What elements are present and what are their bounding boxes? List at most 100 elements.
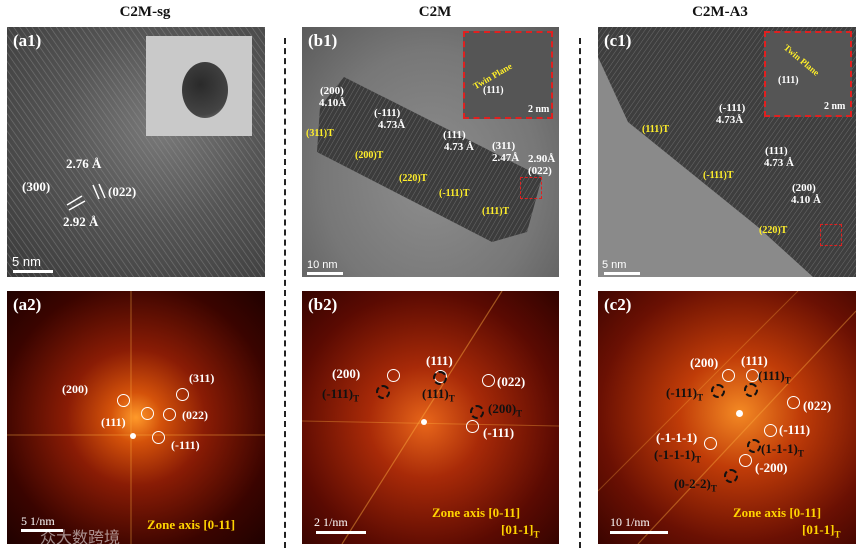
index-text: (-111) [322, 386, 354, 401]
index-label: (111) [101, 415, 126, 429]
inset-source-box [520, 177, 542, 199]
index-label: (022) [182, 408, 208, 422]
scale-label: 5 nm [12, 254, 41, 269]
scale-label: 10 nm [307, 259, 338, 271]
particle-inset [146, 36, 252, 136]
panel-c1-tem: Twin Plane (111) 2 nm (c1) (-111) 4.73Å … [598, 27, 856, 277]
column-title-b: C2M [418, 4, 452, 20]
plane-label: (311) [492, 140, 516, 152]
plane-label: (111) [443, 129, 466, 141]
panel-b2-fft: (b2) (200) (111) (022) (-111) (-111)T (1… [302, 291, 559, 544]
index-label: (-111) [483, 425, 515, 440]
diffraction-spot [736, 410, 743, 417]
spot-marker [387, 369, 400, 382]
d-spacing-label: 2.92 Å [63, 214, 99, 229]
plane-label: (-111) [374, 107, 401, 119]
twin-plane-label: (111)T [482, 206, 510, 217]
index-text: (-1-1-1) [654, 447, 696, 462]
panel-a2-fft: (a2) (200) (311) (111) (022) (-111) 5 1/… [7, 291, 265, 544]
twin-plane-label: (-111)T [703, 170, 734, 181]
plane-label: (022) [108, 184, 137, 199]
fft-streaks [302, 291, 559, 544]
d-spacing-label: 4.10Å [319, 97, 347, 109]
inset-source-box [820, 224, 842, 246]
d-spacing-label: 4.73 Å [764, 157, 794, 169]
d-spacing-label: 2.90Å [528, 153, 556, 165]
twin-subscript: T [695, 454, 702, 465]
column-title-c: C2M-A3 [692, 4, 748, 20]
twin-spot-marker [711, 384, 725, 398]
d-spacing-label: 2.76 Å [66, 156, 102, 171]
twin-plane-label: (311)T [306, 128, 334, 139]
index-text: (200) [488, 401, 517, 416]
spot-marker [482, 374, 495, 387]
d-spacing-label: 2.47Å [492, 152, 520, 164]
panel-label: (c2) [604, 295, 632, 314]
d-spacing-label: 4.73Å [378, 119, 406, 131]
plane-label: (111) [778, 75, 799, 86]
twin-spot-marker [724, 469, 738, 483]
twin-index-label: (1-1-1)T [761, 441, 804, 459]
twin-spot-marker [744, 383, 758, 397]
spot-marker [466, 420, 479, 433]
scale-label: 5 nm [602, 259, 627, 271]
twin-plane-label: (-111)T [439, 188, 470, 199]
column-divider-2 [579, 38, 581, 548]
index-text: (-111) [666, 385, 698, 400]
zone-axis-label: Zone axis [0-11] [733, 505, 822, 520]
index-label: (022) [497, 374, 526, 389]
column-divider-1 [284, 38, 286, 548]
panel-c2-fft: (c2) (200) (111) (022) (-111) (-200) (-1… [598, 291, 856, 544]
index-label: (-1-1-1) [656, 430, 698, 445]
diffraction-spot [421, 419, 427, 425]
twin-index-label: (111)T [758, 368, 791, 386]
spot-marker [141, 407, 154, 420]
twin-spot-marker [470, 405, 484, 419]
index-text: (1-1-1) [761, 441, 798, 456]
plane-label: (111) [765, 145, 788, 157]
zone-axis-label: Zone axis [0-11] [147, 517, 236, 532]
diffraction-spot [130, 433, 136, 439]
spot-marker [117, 394, 130, 407]
index-label: (-111) [171, 438, 200, 452]
twin-index-label: (-111)T [666, 385, 703, 403]
plane-label: (200) [792, 182, 816, 194]
inset-scale-label: 2 nm [528, 104, 550, 115]
index-text: (111) [422, 386, 449, 401]
panel-label: (a1) [13, 31, 42, 50]
spot-marker [739, 454, 752, 467]
scale-bar [316, 531, 366, 534]
twin-spot-marker [433, 371, 447, 385]
twin-subscript: T [834, 529, 841, 540]
plane-label: (-111) [719, 102, 746, 114]
index-label: (311) [189, 371, 215, 385]
scale-bar [610, 531, 668, 534]
zone-text: [01-1] [501, 522, 534, 537]
spot-marker [176, 388, 189, 401]
index-text: (0-2-2) [674, 476, 711, 491]
panel-label: (b2) [308, 295, 338, 314]
plane-label: (111) [483, 85, 504, 96]
scale-label: 5 1/nm [21, 514, 55, 528]
panel-b1-tem: Twin Plane (111) 2 nm (b1) (200) 4.10Å (… [302, 27, 559, 277]
inset-scale-label: 2 nm [824, 101, 846, 112]
fft-streaks [7, 291, 265, 544]
twin-index-label: (-111)T [322, 386, 359, 404]
twin-subscript: T [516, 408, 523, 419]
scale-bar [307, 272, 343, 275]
panel-label: (a2) [13, 295, 42, 314]
twin-plane-label: (220)T [399, 173, 428, 184]
column-title-a: C2M-sg [119, 4, 171, 20]
panel-a1-tem: (a1) 2.76 Å (300) (022) 2.92 Å 5 nm [7, 27, 265, 277]
zone-axis-label: [01-1]T [501, 522, 540, 540]
plane-label: (200) [320, 85, 344, 97]
twin-plane-label: (200)T [355, 150, 384, 161]
index-label: (200) [332, 366, 361, 381]
index-label: (200) [62, 382, 88, 396]
spot-marker [722, 369, 735, 382]
panel-label: (c1) [604, 31, 632, 50]
twin-subscript: T [797, 448, 804, 459]
spot-marker [746, 369, 759, 382]
spot-marker [764, 424, 777, 437]
d-spacing-label: 4.73Å [716, 114, 744, 126]
